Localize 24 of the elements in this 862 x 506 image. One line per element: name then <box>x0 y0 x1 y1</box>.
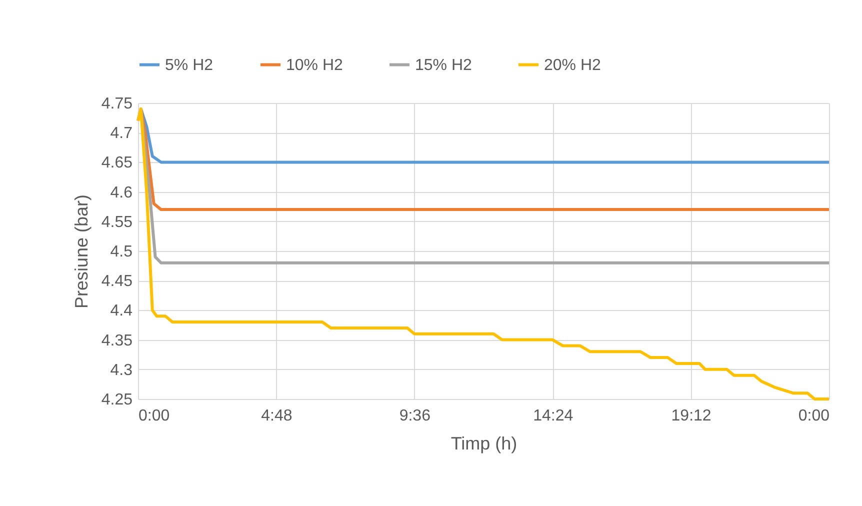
y-tick-label: 4.55 <box>101 214 133 231</box>
y-tick-label: 4.6 <box>110 184 133 202</box>
legend-label: 5% H2 <box>165 56 214 74</box>
y-tick-label: 4.3 <box>110 362 133 379</box>
x-tick-label: 4:48 <box>261 408 292 424</box>
y-tick-label: 4.35 <box>101 332 133 350</box>
y-axis-title: Presiune (bar) <box>71 194 92 309</box>
y-tick-label: 4.75 <box>101 96 133 112</box>
x-tick-label: 0:00 <box>798 408 830 424</box>
legend-label: 10% H2 <box>286 56 344 74</box>
y-tick-label: 4.4 <box>110 302 133 320</box>
x-tick-label: 19:12 <box>671 408 712 424</box>
x-tick-label: 0:00 <box>138 408 170 424</box>
y-tick-label: 4.65 <box>101 154 133 172</box>
y-tick-label: 4.25 <box>101 392 133 408</box>
y-tick-label: 4.5 <box>110 244 133 260</box>
line-series <box>136 107 830 400</box>
x-axis-title: Timp (h) <box>450 434 518 454</box>
legend-label: 20% H2 <box>544 56 602 74</box>
x-tick-label: 14:24 <box>533 408 574 424</box>
legend-label: 15% H2 <box>415 56 472 74</box>
x-tick-label: 9:36 <box>399 408 431 424</box>
y-tick-label: 4.45 <box>101 273 133 290</box>
y-tick-label: 4.7 <box>110 125 133 142</box>
